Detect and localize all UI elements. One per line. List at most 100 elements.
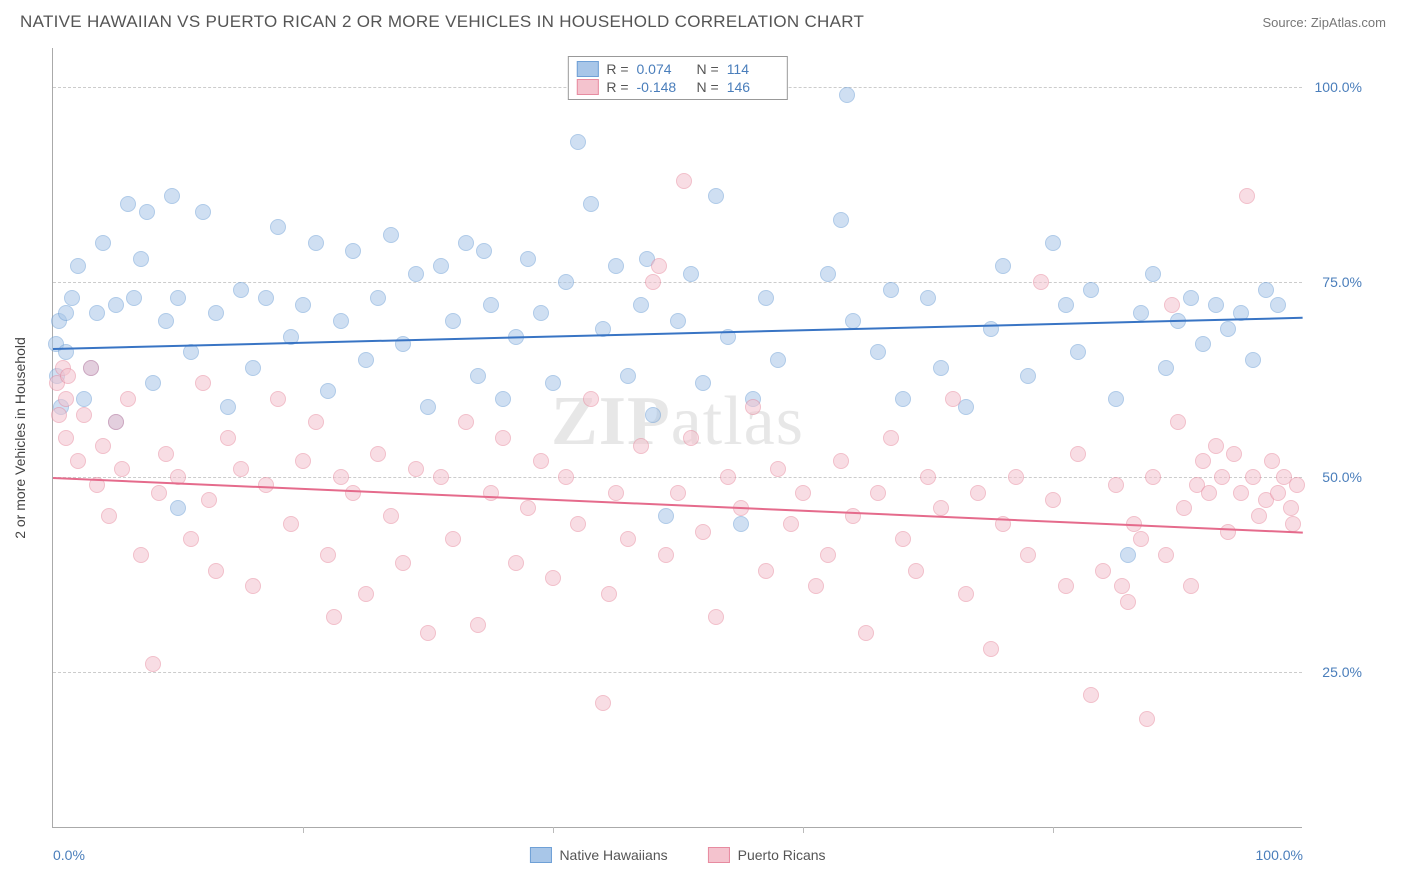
data-point [433, 258, 449, 274]
plot-area: ZIPatlas 25.0%50.0%75.0%100.0%0.0%100.0%… [52, 48, 1302, 828]
data-point [476, 243, 492, 259]
data-point [1120, 594, 1136, 610]
data-point [108, 297, 124, 313]
data-point [833, 453, 849, 469]
x-tick-label: 0.0% [53, 847, 85, 863]
data-point [601, 586, 617, 602]
data-point [326, 609, 342, 625]
data-point [220, 399, 236, 415]
data-point [1176, 500, 1192, 516]
data-point [633, 438, 649, 454]
data-point [133, 251, 149, 267]
x-tick-minor [1053, 827, 1054, 833]
legend-label: Puerto Ricans [738, 847, 826, 863]
data-point [114, 461, 130, 477]
data-point [120, 196, 136, 212]
data-point [839, 87, 855, 103]
data-point [458, 414, 474, 430]
data-point [1058, 297, 1074, 313]
data-point [895, 391, 911, 407]
data-point [1208, 297, 1224, 313]
data-point [958, 586, 974, 602]
data-point [370, 290, 386, 306]
data-point [1095, 563, 1111, 579]
data-point [245, 578, 261, 594]
data-point [345, 243, 361, 259]
data-point [658, 547, 674, 563]
data-point [195, 375, 211, 391]
data-point [658, 508, 674, 524]
data-point [483, 297, 499, 313]
data-point [220, 430, 236, 446]
data-point [120, 391, 136, 407]
data-point [1164, 297, 1180, 313]
data-point [520, 251, 536, 267]
data-point [233, 461, 249, 477]
data-point [558, 274, 574, 290]
legend-item: Native Hawaiians [529, 847, 667, 863]
data-point [408, 461, 424, 477]
data-point [358, 352, 374, 368]
data-point [1158, 547, 1174, 563]
data-point [858, 625, 874, 641]
data-point [1214, 469, 1230, 485]
data-point [1251, 508, 1267, 524]
data-point [370, 446, 386, 462]
data-point [708, 188, 724, 204]
data-point [470, 617, 486, 633]
data-point [845, 313, 861, 329]
data-point [158, 446, 174, 462]
data-point [1020, 368, 1036, 384]
data-point [1058, 578, 1074, 594]
data-point [645, 407, 661, 423]
data-point [495, 430, 511, 446]
data-point [570, 134, 586, 150]
data-point [258, 477, 274, 493]
source-label: Source: ZipAtlas.com [1262, 15, 1386, 30]
data-point [108, 414, 124, 430]
data-point [758, 563, 774, 579]
stats-row: R =0.074N =114 [574, 60, 780, 78]
data-point [320, 383, 336, 399]
data-point [520, 500, 536, 516]
data-point [1145, 266, 1161, 282]
data-point [145, 656, 161, 672]
data-point [676, 173, 692, 189]
data-point [333, 313, 349, 329]
data-point [983, 641, 999, 657]
y-tick-label: 75.0% [1322, 274, 1362, 290]
data-point [933, 360, 949, 376]
data-point [458, 235, 474, 251]
data-point [1195, 336, 1211, 352]
data-point [295, 453, 311, 469]
data-point [595, 695, 611, 711]
data-point [808, 578, 824, 594]
data-point [408, 266, 424, 282]
data-point [770, 461, 786, 477]
data-point [695, 524, 711, 540]
data-point [1133, 531, 1149, 547]
data-point [64, 290, 80, 306]
data-point [58, 305, 74, 321]
data-point [570, 516, 586, 532]
x-tick-label: 100.0% [1256, 847, 1303, 863]
chart-title: NATIVE HAWAIIAN VS PUERTO RICAN 2 OR MOR… [20, 12, 864, 32]
n-label: N = [697, 61, 719, 77]
legend-item: Puerto Ricans [708, 847, 826, 863]
data-point [345, 485, 361, 501]
data-point [60, 368, 76, 384]
data-point [1070, 344, 1086, 360]
data-point [164, 188, 180, 204]
data-point [683, 430, 699, 446]
data-point [83, 360, 99, 376]
data-point [1220, 524, 1236, 540]
data-point [233, 282, 249, 298]
r-value: -0.148 [637, 79, 689, 95]
data-point [1020, 547, 1036, 563]
data-point [758, 290, 774, 306]
data-point [201, 492, 217, 508]
data-point [270, 391, 286, 407]
data-point [1258, 282, 1274, 298]
data-point [908, 563, 924, 579]
data-point [101, 508, 117, 524]
